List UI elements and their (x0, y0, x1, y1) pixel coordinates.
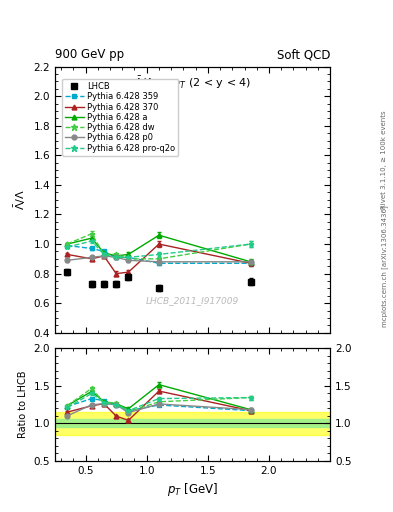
X-axis label: $p_T$ [GeV]: $p_T$ [GeV] (167, 481, 218, 498)
Text: Rivet 3.1.10, ≥ 100k events: Rivet 3.1.10, ≥ 100k events (381, 111, 387, 209)
Bar (55, 419, 330, 427)
Y-axis label: Ratio to LHCB: Ratio to LHCB (18, 371, 28, 438)
Bar (55, 412, 330, 435)
Text: mcplots.cern.ch [arXiv:1306.3436]: mcplots.cern.ch [arXiv:1306.3436] (381, 205, 388, 327)
Text: $\bar{\Lambda}/\Lambda$ vs $p_T$ (2 < y < 4): $\bar{\Lambda}/\Lambda$ vs $p_T$ (2 < y … (134, 75, 251, 91)
Text: LHCB_2011_I917009: LHCB_2011_I917009 (146, 296, 239, 305)
Legend: LHCB, Pythia 6.428 359, Pythia 6.428 370, Pythia 6.428 a, Pythia 6.428 dw, Pythi: LHCB, Pythia 6.428 359, Pythia 6.428 370… (62, 79, 178, 156)
Text: 900 GeV pp: 900 GeV pp (55, 49, 124, 61)
Y-axis label: $\bar{\Lambda}/\Lambda$: $\bar{\Lambda}/\Lambda$ (13, 189, 28, 210)
Text: Soft QCD: Soft QCD (277, 49, 330, 61)
